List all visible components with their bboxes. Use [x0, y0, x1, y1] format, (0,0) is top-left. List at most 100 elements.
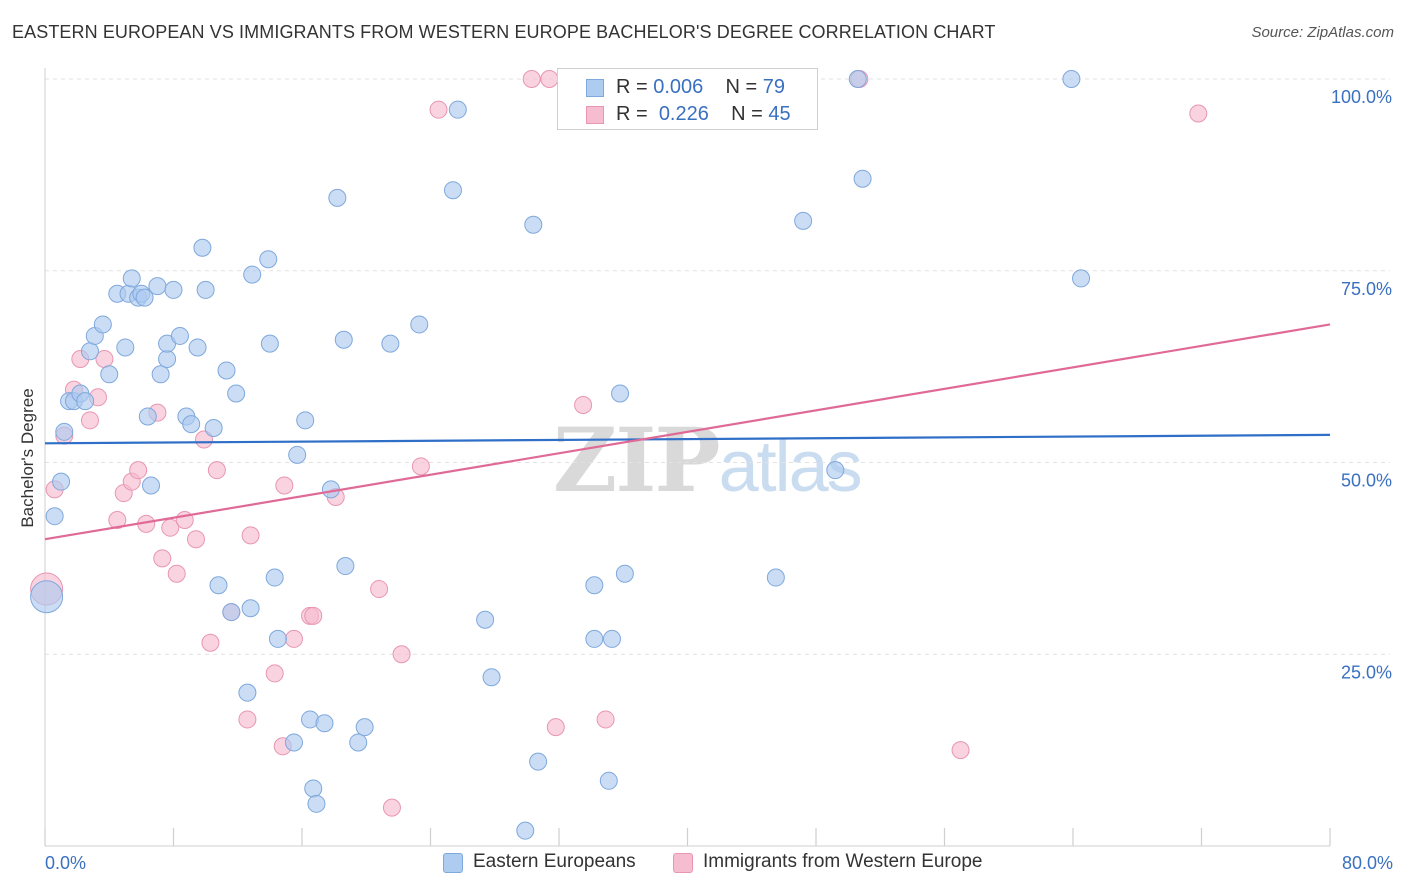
point-immigrant-western-europe — [1189, 104, 1208, 123]
point-eastern-european — [296, 411, 315, 430]
point-eastern-european — [585, 629, 604, 648]
point-eastern-european — [268, 629, 287, 648]
grid-lines — [45, 78, 1390, 655]
legend-text-blue: R = 0.006 N = 79 — [616, 76, 786, 98]
point-eastern-european — [259, 250, 278, 269]
point-eastern-european — [476, 610, 495, 629]
point-eastern-european — [529, 752, 548, 771]
point-eastern-european — [93, 315, 112, 334]
point-eastern-european — [100, 365, 119, 384]
point-immigrant-western-europe — [370, 580, 389, 599]
legend-r-value-blue: 0.006 — [653, 76, 704, 98]
point-immigrant-western-europe — [201, 633, 220, 652]
legend-swatch-pink — [586, 106, 604, 124]
point-eastern-european — [334, 330, 353, 349]
point-eastern-european — [52, 472, 71, 491]
point-eastern-european — [288, 445, 307, 464]
trend-line-immigrants-western-europe — [44, 323, 1331, 541]
point-immigrant-western-europe — [108, 511, 127, 530]
point-immigrant-western-europe — [195, 430, 214, 449]
point-eastern-european — [410, 315, 429, 334]
bottom-legend-label-blue: Eastern Europeans — [473, 851, 636, 872]
x-tick-label-max: 80.0% — [1342, 853, 1393, 873]
point-immigrant-western-europe — [284, 629, 303, 648]
point-eastern-european — [265, 568, 284, 587]
point-immigrant-western-europe — [275, 476, 294, 495]
y-tick-label: 25.0% — [1341, 662, 1392, 682]
point-eastern-european — [222, 603, 241, 622]
y-tick-label: 50.0% — [1341, 471, 1392, 491]
point-immigrant-western-europe — [411, 457, 430, 476]
point-immigrant-western-europe — [238, 710, 257, 729]
point-eastern-european — [794, 211, 813, 230]
point-eastern-european — [241, 599, 260, 618]
point-eastern-european — [585, 576, 604, 595]
point-immigrant-western-europe — [153, 549, 172, 568]
trend-line-eastern-europeans — [44, 433, 1331, 445]
point-eastern-european — [1072, 269, 1091, 288]
point-immigrant-western-europe — [540, 70, 559, 88]
point-immigrant-western-europe — [574, 395, 593, 414]
point-immigrant-western-europe — [392, 645, 411, 664]
point-eastern-european — [336, 557, 355, 576]
point-eastern-european — [355, 718, 374, 737]
x-tick-label-min: 0.0% — [45, 853, 86, 873]
point-immigrant-western-europe — [382, 798, 401, 817]
point-immigrant-western-europe — [522, 70, 541, 88]
bottom-legend-swatch-blue — [443, 853, 463, 873]
point-eastern-european — [243, 265, 262, 284]
bottom-legend-label-pink: Immigrants from Western Europe — [703, 851, 983, 872]
axes — [44, 68, 1331, 847]
point-eastern-european — [116, 338, 135, 357]
legend-r-value-pink: 0.226 — [658, 103, 709, 125]
point-eastern-european — [122, 269, 141, 288]
point-eastern-european — [448, 100, 467, 119]
point-eastern-european — [217, 361, 236, 380]
y-tick-label: 75.0% — [1341, 279, 1392, 299]
legend-n-value-pink: 45 — [768, 103, 791, 125]
point-eastern-european — [135, 288, 154, 307]
legend-n-value-blue: 79 — [762, 76, 786, 98]
y-tick-label: 100.0% — [1331, 87, 1392, 107]
series-eastern-europeans — [30, 70, 1091, 840]
point-immigrant-western-europe — [951, 741, 970, 760]
point-eastern-european — [30, 580, 64, 614]
point-eastern-european — [766, 568, 785, 587]
point-eastern-european — [170, 326, 189, 345]
point-eastern-european — [138, 407, 157, 426]
point-eastern-european — [615, 564, 634, 583]
point-eastern-european — [349, 733, 368, 752]
point-eastern-european — [611, 384, 630, 403]
point-eastern-european — [260, 334, 279, 353]
point-immigrant-western-europe — [429, 100, 448, 119]
point-eastern-european — [304, 779, 323, 798]
point-eastern-european — [524, 215, 543, 234]
point-eastern-european — [209, 576, 228, 595]
point-eastern-european — [188, 338, 207, 357]
point-eastern-european — [1062, 70, 1081, 88]
point-eastern-european — [603, 629, 622, 648]
point-eastern-european — [80, 342, 99, 361]
point-eastern-european — [55, 422, 74, 441]
point-eastern-european — [853, 169, 872, 188]
point-eastern-european — [826, 461, 845, 480]
legend-swatch-blue — [586, 79, 604, 97]
point-eastern-european — [516, 821, 535, 840]
point-eastern-european — [204, 418, 223, 437]
point-eastern-european — [158, 349, 177, 368]
tick-labels: 25.0% 50.0% 75.0% 100.0% 0.0% 80.0% — [45, 87, 1393, 873]
point-eastern-european — [284, 733, 303, 752]
point-immigrant-western-europe — [546, 718, 565, 737]
point-immigrant-western-europe — [207, 461, 226, 480]
point-eastern-european — [142, 476, 161, 495]
point-eastern-european — [196, 280, 215, 299]
point-immigrant-western-europe — [129, 461, 148, 480]
point-eastern-european — [328, 188, 347, 207]
point-eastern-european — [182, 415, 201, 434]
point-immigrant-western-europe — [241, 526, 260, 545]
legend-text-pink: R = 0.226 N = 45 — [616, 103, 791, 125]
y-axis-label: Bachelor's Degree — [18, 388, 37, 528]
point-immigrant-western-europe — [304, 606, 323, 625]
point-eastern-european — [443, 181, 462, 200]
